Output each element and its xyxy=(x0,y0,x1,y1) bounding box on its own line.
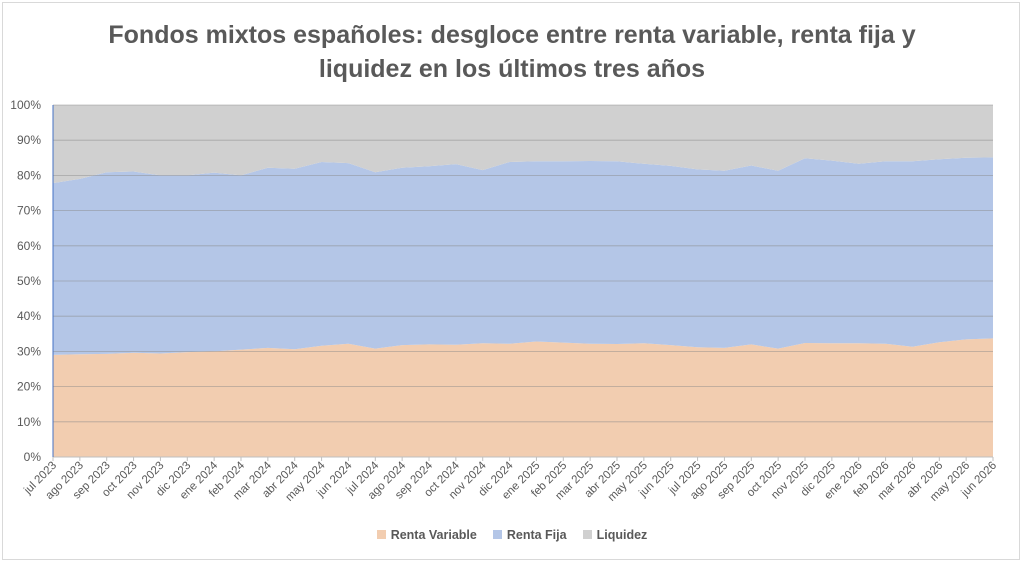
y-tick-label: 0% xyxy=(24,450,42,464)
y-tick-label: 70% xyxy=(17,204,41,218)
legend-swatch xyxy=(582,530,592,539)
y-tick-label: 80% xyxy=(17,168,41,182)
y-tick-label: 60% xyxy=(17,239,41,253)
y-tick-label: 10% xyxy=(17,415,41,429)
legend-label: Renta Fija xyxy=(506,528,567,542)
area-renta-fija xyxy=(53,157,993,355)
legend-swatch xyxy=(376,530,386,539)
y-tick-label: 90% xyxy=(17,133,41,147)
area-renta-variable xyxy=(53,338,993,457)
chart-title-line-2: liquidez en los últimos tres años xyxy=(318,55,706,83)
y-tick-label: 30% xyxy=(17,344,41,358)
legend-item-renta-fija: Renta Fija xyxy=(492,528,567,542)
chart-title: Fondos mixtos españoles: desgloce entre … xyxy=(0,18,1024,86)
legend-item-renta-variable: Renta Variable xyxy=(376,528,477,542)
chart-title-line-1: Fondos mixtos españoles: desgloce entre … xyxy=(108,21,916,49)
series-areas xyxy=(53,105,993,457)
gridlines xyxy=(53,104,993,458)
y-tick-label: 40% xyxy=(17,309,41,323)
legend-item-liquidez: Liquidez xyxy=(582,528,648,542)
y-axis: 0% 10% 20% 30% 40% 50% 60% 70% 80% 90% 100% xyxy=(10,98,41,464)
area-liquidez xyxy=(53,105,993,184)
y-tick-label: 50% xyxy=(17,274,41,288)
legend-swatch xyxy=(492,530,502,539)
legend-label: Liquidez xyxy=(596,528,648,542)
legend-label: Renta Variable xyxy=(390,528,477,542)
legend: Renta Variable Renta Fija Liquidez xyxy=(0,528,1024,542)
y-tick-label: 100% xyxy=(10,98,41,112)
y-tick-label: 20% xyxy=(17,380,41,394)
